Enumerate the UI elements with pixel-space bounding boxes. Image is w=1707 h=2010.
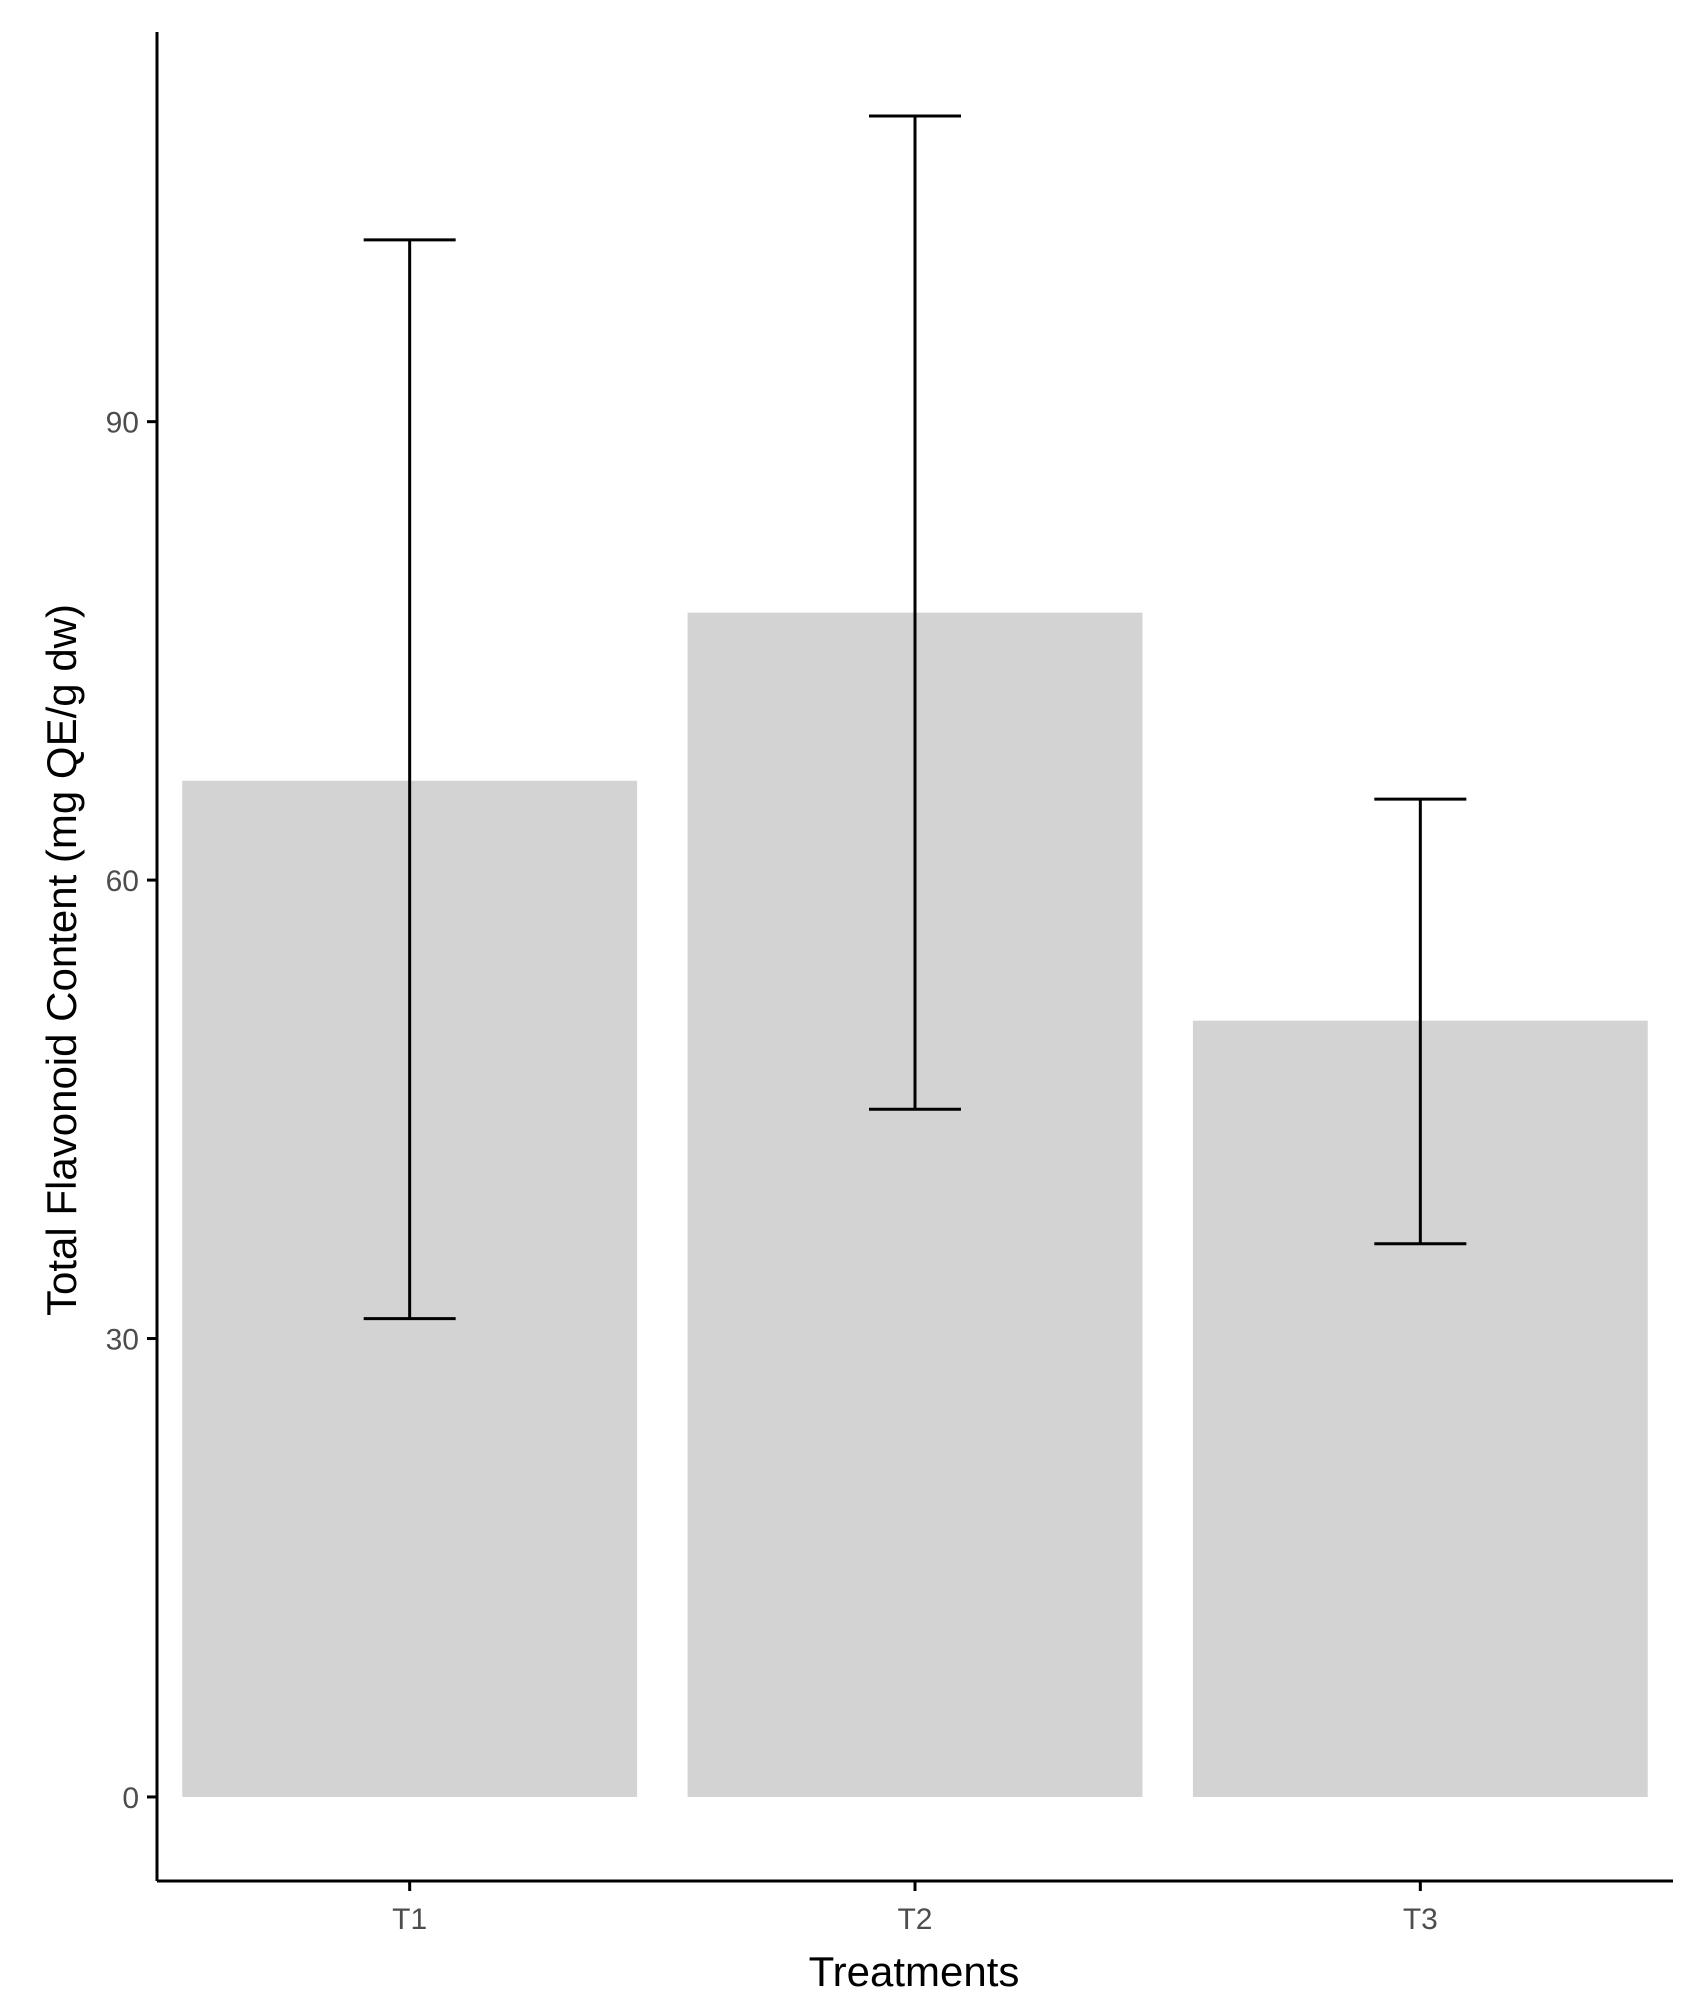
- y-axis-title: Total Flavonoid Content (mg QE/g dw): [38, 604, 85, 1316]
- y-tick-label: 90: [106, 407, 139, 440]
- y-tick-label: 60: [106, 865, 139, 898]
- x-tick-label: T3: [1403, 1903, 1438, 1936]
- error-bar-t1: [363, 238, 456, 1321]
- x-ticks-layer: T1 T2 T3: [392, 1881, 1438, 1936]
- error-bar-t2: [869, 114, 961, 1111]
- y-tick-label: 30: [106, 1324, 139, 1357]
- x-tick-label: T2: [897, 1903, 932, 1936]
- y-ticks-layer: 0 30 60 90: [106, 407, 157, 1815]
- x-tick-label: T1: [392, 1903, 427, 1936]
- x-axis-title: Treatments: [809, 1948, 1020, 1995]
- error-bars-layer: [363, 114, 1467, 1321]
- error-bar-t3: [1374, 797, 1467, 1246]
- y-tick-label: 0: [122, 1782, 139, 1815]
